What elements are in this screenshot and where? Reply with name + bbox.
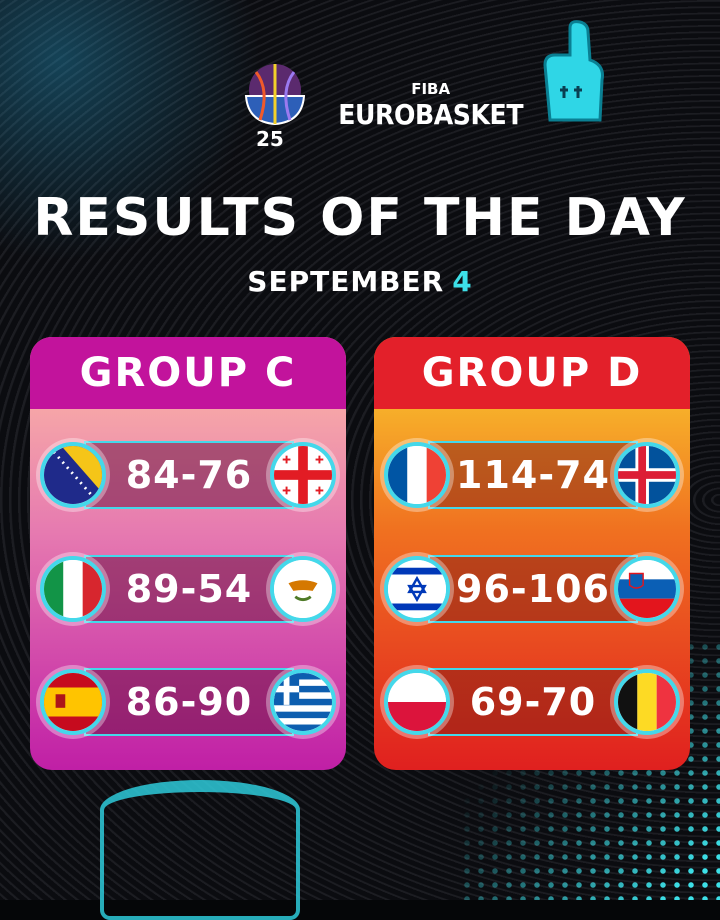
- flag-georgia-icon: [270, 442, 336, 508]
- group-title: GROUP D: [374, 337, 690, 409]
- flag-greece-icon: [270, 669, 336, 735]
- score: 86-90: [84, 668, 294, 736]
- score: 69-70: [428, 668, 638, 736]
- svg-text:25: 25: [256, 127, 284, 150]
- fiba-label: FIBA: [411, 79, 451, 98]
- flag-spain-icon: [40, 669, 106, 735]
- flag-bosnia-icon: [40, 442, 106, 508]
- flag-cyprus-icon: [270, 556, 336, 622]
- game-row: 84-76: [40, 433, 336, 517]
- date-label: SEPTEMBER 4: [0, 265, 720, 298]
- eurobasket-trophy-icon: 25: [244, 64, 306, 150]
- game-row: 114-74: [384, 433, 680, 517]
- group-d-card: GROUP D 114-74 96-106 69-70: [374, 337, 690, 770]
- score: 84-76: [84, 441, 294, 509]
- flag-israel-icon: [384, 556, 450, 622]
- score: 114-74: [428, 441, 638, 509]
- game-row: 69-70: [384, 660, 680, 744]
- date-day: 4: [452, 265, 473, 298]
- eurobasket-logo: 25 FIBA EUROBASKET: [236, 60, 533, 150]
- page-title: RESULTS OF THE DAY: [33, 188, 687, 248]
- flag-belgium-icon: [614, 669, 680, 735]
- score: 89-54: [84, 555, 294, 623]
- eurobasket-label: EUROBASKET: [338, 97, 524, 131]
- game-row: 89-54: [40, 547, 336, 631]
- score: 96-106: [428, 555, 638, 623]
- foam-finger-icon: [543, 20, 604, 122]
- flag-france-icon: [384, 442, 450, 508]
- flag-slovenia-icon: [614, 556, 680, 622]
- flag-italy-icon: [40, 556, 106, 622]
- date-month: SEPTEMBER: [247, 265, 445, 298]
- game-row: 96-106: [384, 547, 680, 631]
- basketball-hoop-graphic: [100, 780, 300, 920]
- game-row: 86-90: [40, 660, 336, 744]
- flag-poland-icon: [384, 669, 450, 735]
- flag-iceland-icon: [614, 442, 680, 508]
- group-title: GROUP C: [30, 337, 346, 409]
- group-c-card: GROUP C 84-76 89-54 86-90: [30, 337, 346, 770]
